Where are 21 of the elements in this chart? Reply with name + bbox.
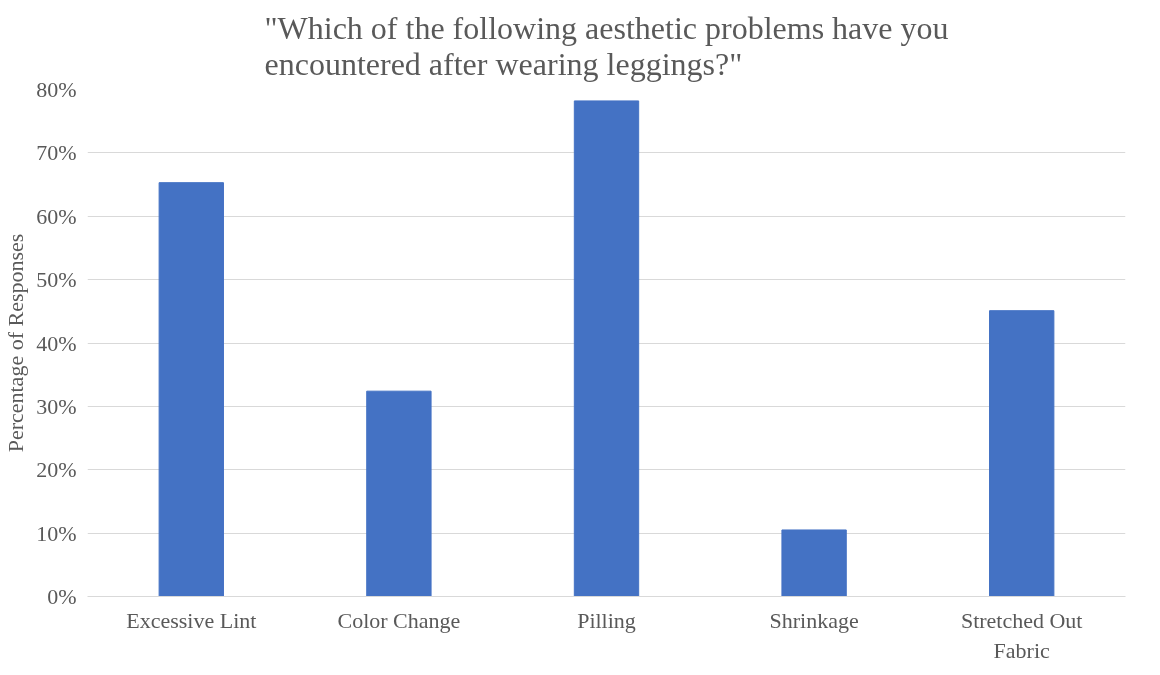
y-tick-label: 60% — [36, 203, 77, 229]
bar — [573, 100, 640, 597]
chart-title: "Which of the following aesthetic problems have you encountered after wearing leggings?" — [264, 10, 949, 82]
x-tick-label: Shrinkage — [769, 607, 859, 633]
y-tick-label: 80% — [36, 77, 77, 102]
y-tick-label: 20% — [36, 457, 77, 483]
y-axis-title: Percentage of Responses — [3, 233, 29, 453]
x-tick-label: Excessive Lint — [126, 607, 257, 633]
y-tick-label: 30% — [36, 393, 77, 419]
bar — [158, 182, 224, 597]
y-tick-label: 50% — [36, 267, 77, 293]
y-tick-label: 0% — [47, 584, 77, 609]
y-tick-label: 70% — [36, 140, 77, 166]
bar — [989, 310, 1055, 597]
x-tick-label: Color Change — [337, 607, 461, 633]
bar — [366, 390, 432, 597]
y-tick-label: 10% — [36, 520, 77, 546]
x-tick-label: Pilling — [577, 607, 636, 633]
bar — [781, 529, 847, 597]
y-tick-label: 40% — [36, 330, 77, 356]
x-tick-label: Stretched Out Fabric — [960, 607, 1083, 663]
